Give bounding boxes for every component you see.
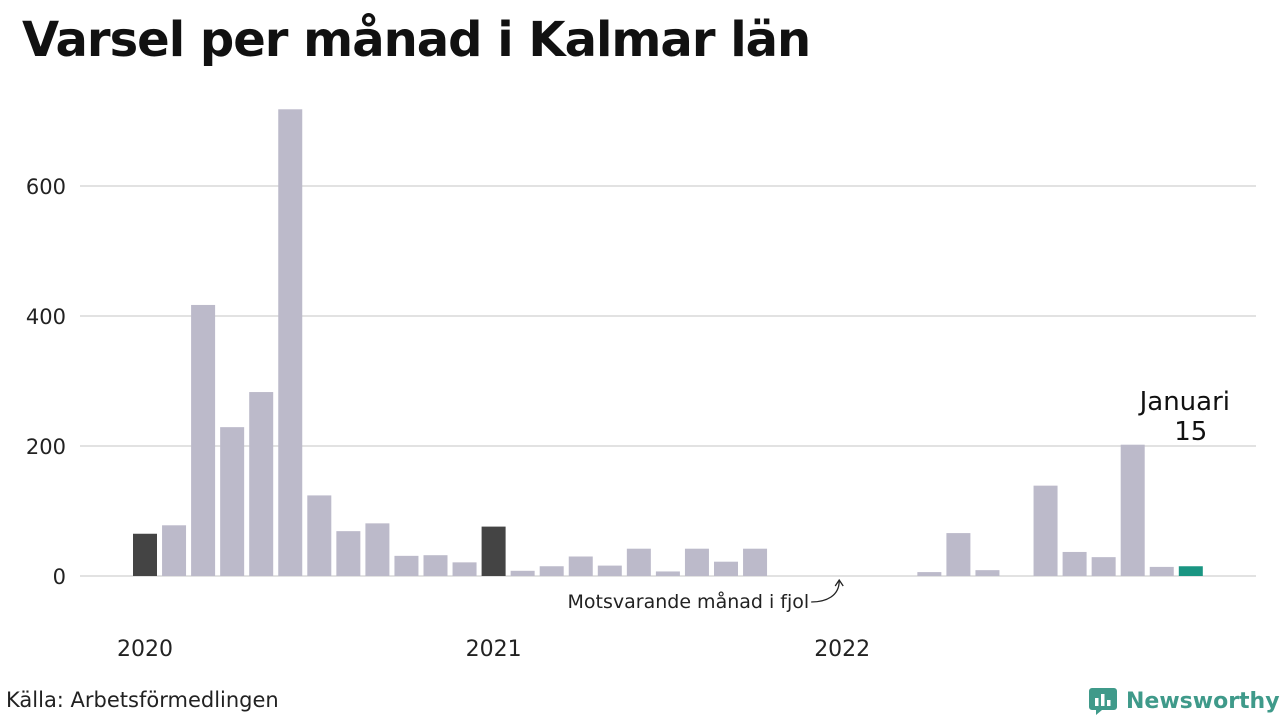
x-tick-label: 2022 — [814, 637, 870, 662]
y-tick-label: 600 — [26, 175, 66, 199]
bar-2022-11 — [1120, 444, 1145, 576]
source-note: Källa: Arbetsförmedlingen — [6, 688, 279, 712]
bar-chart: 0 200 400 600 2020 2021 2022 Motsvarande månad … — [26, 109, 1256, 662]
bar-2022-08 — [1033, 485, 1058, 576]
bar-2020-11 — [423, 555, 448, 576]
bar-2020-01 — [133, 533, 157, 576]
bar-2021-02 — [510, 570, 535, 576]
bar-2020-06 — [278, 109, 303, 577]
y-tick-label: 400 — [26, 305, 66, 329]
bar-2021-09 — [714, 561, 738, 576]
bar-2020-04 — [220, 427, 245, 576]
x-tick-label: 2020 — [117, 637, 173, 662]
annotation-arrowhead — [834, 578, 844, 587]
chart-title: Varsel per månad i Kalmar län — [22, 12, 811, 68]
bar-2020-12 — [452, 562, 477, 576]
gridlines — [80, 185, 1256, 577]
current-value-label: 15 — [1174, 417, 1207, 447]
bar-2020-03 — [191, 304, 216, 576]
bar-2020-07 — [307, 495, 332, 576]
brand-logo: Newsworthy — [1088, 684, 1280, 718]
bar-2021-01 — [481, 526, 506, 576]
bar-2022-04 — [917, 572, 942, 576]
bar-2020-09 — [365, 523, 390, 576]
bar-2021-07 — [655, 571, 680, 576]
y-tick-label: 200 — [26, 435, 66, 459]
bar-2021-06 — [626, 548, 651, 576]
bar-2020-08 — [336, 531, 361, 576]
bar-2022-12 — [1149, 566, 1174, 576]
bar-2022-09 — [1062, 551, 1087, 576]
newsworthy-logo-icon — [1089, 688, 1117, 715]
bar-2021-04 — [568, 556, 593, 576]
brand-name: Newsworthy — [1126, 688, 1280, 714]
bar-2020-02 — [162, 525, 187, 576]
annotation-arrow — [811, 580, 840, 603]
bar-2021-10 — [743, 548, 768, 576]
bar-2023-01 — [1178, 566, 1203, 576]
bar-2021-08 — [684, 548, 709, 576]
labels: 0 200 400 600 2020 2021 2022 Motsvarande månad … — [26, 175, 1230, 662]
annotation-previous-year: Motsvarande månad i fjol — [568, 590, 810, 613]
bars — [133, 109, 1203, 577]
bar-2021-03 — [539, 566, 564, 576]
x-tick-label: 2021 — [466, 637, 522, 662]
bar-2022-06 — [975, 570, 1000, 576]
current-month-label: Januari — [1138, 387, 1230, 417]
bar-2020-05 — [249, 392, 274, 576]
y-tick-label: 0 — [53, 565, 66, 589]
bar-2022-05 — [946, 533, 971, 576]
bar-2022-10 — [1091, 557, 1116, 576]
bar-2020-10 — [394, 555, 419, 576]
bar-2021-05 — [597, 565, 622, 576]
